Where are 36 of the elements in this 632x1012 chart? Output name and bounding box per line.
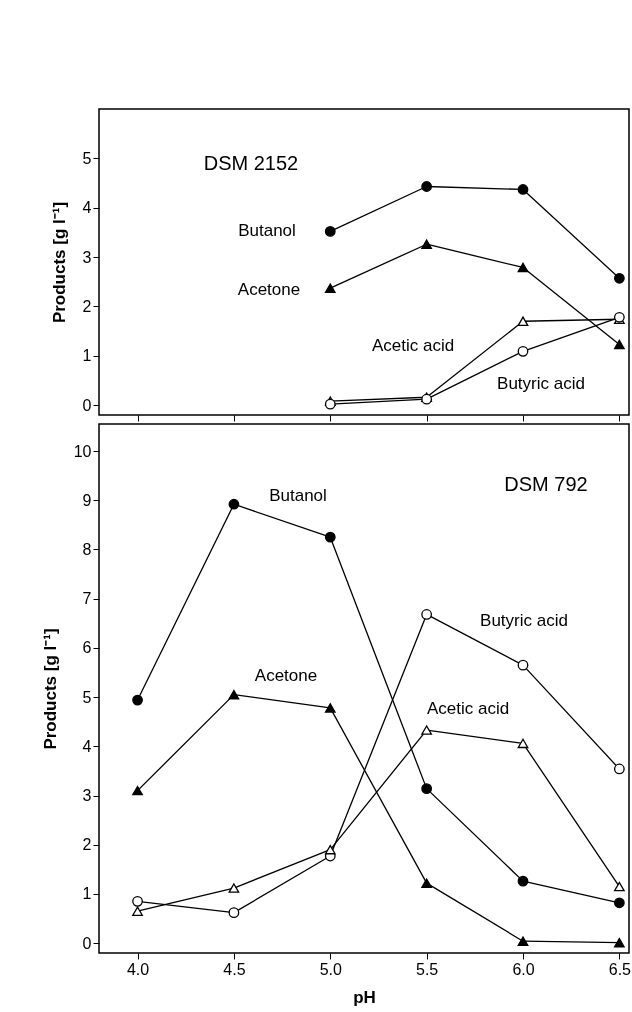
- y-tick-label: 0: [82, 396, 92, 414]
- y-tick-label: 2: [82, 836, 92, 854]
- y-tick-label: 1: [82, 885, 92, 903]
- y-tick-label: 6: [82, 639, 92, 657]
- annotation: Butyric acid: [480, 611, 568, 630]
- y-tick-label: 7: [82, 590, 92, 608]
- annotation: Acetone: [237, 280, 301, 299]
- y-tick-label: 3: [82, 248, 92, 266]
- x-tick-label: 5.0: [319, 960, 342, 978]
- y-tick-label: 4: [82, 199, 92, 217]
- y-tick-label: 3: [82, 787, 92, 805]
- annotation: Butanol: [238, 221, 296, 240]
- y-tick-label: 9: [82, 491, 92, 509]
- y-tick-label: 10: [73, 442, 92, 460]
- y-axis-title: Products [g l⁻¹]: [40, 628, 60, 750]
- annotation: Butyric acid: [497, 374, 585, 393]
- annotation: Acetone: [254, 666, 318, 685]
- x-tick-label: 4.5: [223, 960, 246, 978]
- y-tick-label: 8: [82, 540, 92, 558]
- y-tick-label: 0: [82, 934, 92, 952]
- annotation: DSM 792: [504, 473, 588, 495]
- y-axis-title: Products [g l⁻¹]: [49, 201, 69, 324]
- annotation: Acetic acid: [371, 336, 455, 355]
- x-tick-label: 6.0: [512, 960, 535, 978]
- x-tick-label: 5.5: [416, 960, 439, 978]
- annotation: Butanol: [269, 486, 327, 505]
- y-tick-label: 4: [82, 737, 92, 755]
- y-tick-label: 5: [82, 688, 92, 706]
- x-tick-label: 4.0: [126, 960, 150, 978]
- y-tick-label: 5: [82, 149, 92, 167]
- y-tick-label: 2: [82, 297, 92, 315]
- annotation: DSM 2152: [203, 152, 299, 174]
- x-tick-label: 6.5: [608, 960, 632, 978]
- annotation: Acetic acid: [426, 699, 510, 718]
- y-tick-label: 1: [82, 347, 92, 365]
- x-axis-title: pH: [353, 987, 376, 1007]
